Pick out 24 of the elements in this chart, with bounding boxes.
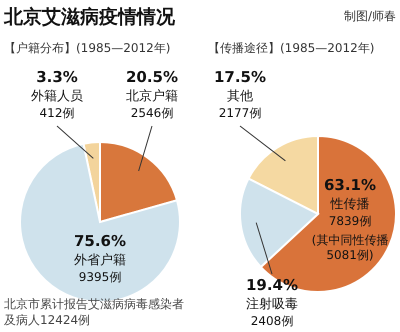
- chart-title: 北京艾滋病疫情情况: [4, 5, 175, 30]
- chart-subtitle: 【传播途径】(1985—2012年): [208, 40, 374, 57]
- data-label: 17.5%: [214, 68, 266, 86]
- slice-label: 外省户籍: [74, 252, 126, 269]
- text: 2177例: [218, 106, 262, 120]
- chart-subtitle: 【户籍分布】(1985—2012年): [4, 40, 170, 57]
- text: 制图/师春: [344, 8, 396, 25]
- text: 2408例: [250, 314, 294, 328]
- slice-label: 注射吸毒: [246, 296, 298, 313]
- slice-label: 性传播: [330, 196, 370, 213]
- data-label: 3.3%: [36, 68, 78, 86]
- text: 9395例: [78, 270, 122, 284]
- data-label: 75.6%: [74, 232, 126, 250]
- text: (其中同性传播5081例): [312, 233, 388, 262]
- slice-label: 其他: [227, 88, 253, 105]
- data-label: 63.1%: [324, 176, 376, 194]
- data-label: 20.5%: [126, 68, 178, 86]
- slice-label: 北京户籍: [126, 88, 178, 105]
- data-label: 19.4%: [246, 276, 298, 294]
- text: 2546例: [130, 106, 174, 120]
- text: 412例: [40, 106, 74, 120]
- text: 7839例: [328, 214, 372, 228]
- text: 北京市累计报告艾滋病病毒感染者及病人12424例: [4, 296, 185, 328]
- slice-label: 外籍人员: [31, 88, 83, 105]
